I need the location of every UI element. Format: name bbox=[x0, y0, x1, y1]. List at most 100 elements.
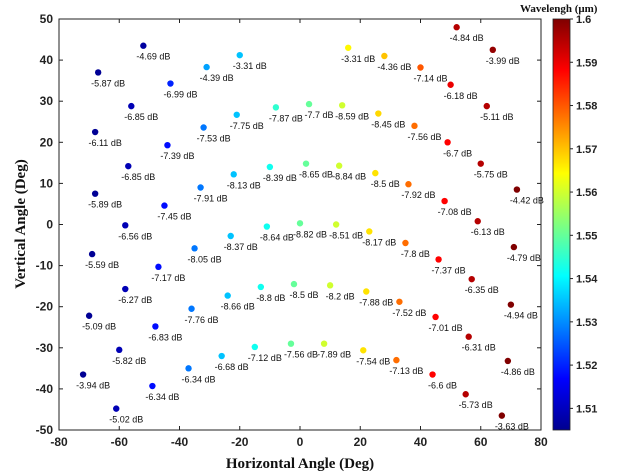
data-point bbox=[393, 356, 400, 364]
data-label: -3.31 dB bbox=[233, 61, 267, 71]
data-label: -6.85 dB bbox=[121, 172, 155, 182]
data-label: -4.39 dB bbox=[200, 73, 234, 83]
data-label: -7.52 dB bbox=[392, 308, 426, 318]
data-point bbox=[122, 285, 129, 293]
data-label: -3.94 dB bbox=[76, 381, 110, 391]
x-tick-label: 40 bbox=[414, 435, 428, 449]
data-label: -6.56 dB bbox=[118, 231, 152, 241]
data-point bbox=[94, 69, 102, 76]
data-label: -5.82 dB bbox=[112, 356, 146, 366]
data-label: -8.17 dB bbox=[362, 237, 396, 247]
data-point bbox=[251, 343, 259, 351]
data-point bbox=[372, 169, 379, 177]
x-axis-label: Horizontal Angle (Deg) bbox=[226, 456, 374, 472]
data-label: -7.92 dB bbox=[401, 190, 435, 200]
data-label: -6.7 dB bbox=[443, 148, 472, 158]
data-label: -8.64 dB bbox=[260, 233, 294, 243]
data-point bbox=[507, 301, 515, 308]
x-tick-label: -40 bbox=[171, 435, 189, 449]
data-label: -7.08 dB bbox=[438, 207, 472, 217]
data-point bbox=[236, 51, 243, 59]
y-tick-label: -50 bbox=[36, 423, 54, 437]
data-label: -4.84 dB bbox=[450, 33, 484, 43]
data-label: -7.01 dB bbox=[429, 323, 463, 333]
data-point bbox=[167, 80, 174, 87]
data-label: -7.37 dB bbox=[432, 265, 466, 275]
data-point bbox=[432, 313, 439, 321]
data-label: -6.6 dB bbox=[428, 381, 457, 391]
data-point bbox=[305, 100, 313, 108]
data-point bbox=[345, 44, 352, 51]
data-point bbox=[504, 357, 512, 365]
data-label: -7.75 dB bbox=[230, 121, 264, 131]
data-point bbox=[444, 139, 451, 146]
colorbar-tick-label: 1.58 bbox=[576, 101, 597, 113]
data-point bbox=[435, 256, 442, 263]
colorbar-tick-label: 1.59 bbox=[576, 57, 597, 69]
data-label: -8.5 dB bbox=[371, 179, 400, 189]
data-point bbox=[230, 171, 237, 178]
data-point bbox=[363, 288, 370, 295]
data-label: -8.51 dB bbox=[329, 231, 363, 241]
data-label: -3.99 dB bbox=[486, 56, 520, 66]
data-point bbox=[200, 124, 207, 131]
data-point bbox=[116, 346, 123, 354]
data-point bbox=[257, 283, 265, 291]
data-label: -6.31 dB bbox=[462, 343, 496, 353]
y-tick-label: 30 bbox=[40, 94, 54, 108]
data-label: -7.45 dB bbox=[157, 212, 191, 222]
data-label: -5.89 dB bbox=[88, 200, 122, 210]
data-point bbox=[453, 24, 460, 31]
data-point bbox=[381, 52, 388, 60]
data-label: -7.54 dB bbox=[356, 356, 390, 366]
data-label: -7.14 dB bbox=[413, 73, 447, 83]
data-label: -5.75 dB bbox=[474, 170, 508, 180]
data-point bbox=[85, 312, 93, 319]
data-point bbox=[483, 102, 490, 110]
data-point bbox=[227, 232, 234, 240]
data-point bbox=[447, 81, 454, 88]
y-tick-label: 40 bbox=[40, 53, 54, 67]
x-tick-label: 0 bbox=[297, 435, 304, 449]
colorbar-tick-label: 1.55 bbox=[576, 230, 597, 242]
data-label: -6.34 dB bbox=[145, 392, 179, 402]
data-point bbox=[224, 292, 231, 299]
data-label: -8.5 dB bbox=[289, 290, 318, 300]
data-point bbox=[272, 104, 280, 111]
data-point bbox=[290, 280, 298, 288]
y-axis-label: Vertical Angle (Deg) bbox=[13, 159, 29, 288]
data-label: -6.18 dB bbox=[444, 91, 478, 101]
x-tick-label: -80 bbox=[50, 435, 68, 449]
data-label: -8.66 dB bbox=[221, 302, 255, 312]
data-point bbox=[88, 250, 96, 258]
colorbar bbox=[552, 18, 571, 431]
data-point bbox=[140, 42, 147, 49]
data-label: -8.59 dB bbox=[335, 111, 369, 121]
y-tick-label: 20 bbox=[40, 135, 54, 149]
data-point bbox=[366, 228, 373, 235]
data-point bbox=[218, 352, 225, 360]
data-point bbox=[396, 298, 403, 305]
data-point bbox=[122, 222, 129, 229]
data-label: -7.89 dB bbox=[317, 350, 351, 360]
data-label: -6.68 dB bbox=[215, 362, 249, 372]
data-point bbox=[233, 111, 240, 118]
data-point bbox=[402, 239, 409, 247]
data-label: -8.8 dB bbox=[256, 293, 285, 303]
data-point bbox=[191, 245, 198, 252]
data-label: -3.31 dB bbox=[341, 54, 375, 64]
x-tick-label: -60 bbox=[111, 435, 129, 449]
data-label: -7.53 dB bbox=[197, 134, 231, 144]
data-label: -6.13 dB bbox=[471, 227, 505, 237]
plot-frame bbox=[58, 18, 542, 431]
data-label: -4.36 dB bbox=[377, 62, 411, 72]
y-tick-label: -30 bbox=[36, 341, 54, 355]
data-point bbox=[149, 382, 156, 390]
data-label: -7.8 dB bbox=[401, 249, 430, 259]
data-label: -7.91 dB bbox=[194, 194, 228, 204]
y-tick-label: -40 bbox=[36, 382, 54, 396]
data-point bbox=[91, 190, 99, 197]
data-point bbox=[113, 405, 120, 412]
data-point bbox=[335, 162, 343, 169]
data-point bbox=[510, 243, 518, 251]
